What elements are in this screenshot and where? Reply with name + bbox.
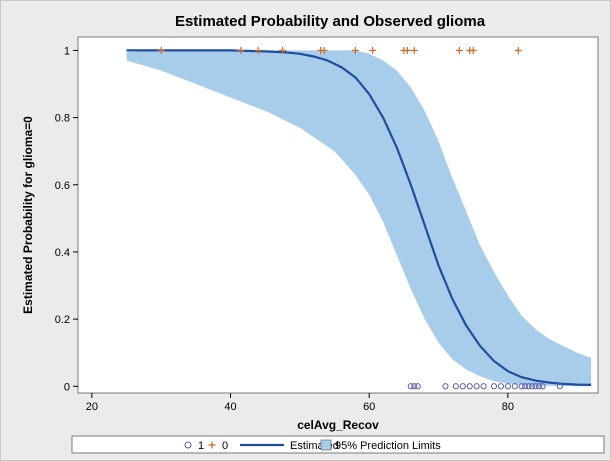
legend-item: 1 <box>184 440 204 452</box>
prediction-band-layer <box>126 50 592 387</box>
observed-point-1 <box>473 383 480 390</box>
chart-title: Estimated Probability and Observed gliom… <box>175 13 486 30</box>
observed-point-0 <box>320 46 328 54</box>
observed-point-0 <box>254 46 262 54</box>
observed-point-0 <box>157 46 165 54</box>
observed-markers-layer <box>157 46 563 390</box>
observed-point-1 <box>480 383 487 390</box>
observed-point-1 <box>529 383 536 390</box>
y-tick-label: 0.2 <box>55 314 70 326</box>
x-axis-label: celAvg_Recov <box>297 418 379 432</box>
observed-point-1 <box>535 383 543 390</box>
observed-point-0 <box>469 46 477 54</box>
observed-point-0 <box>279 46 287 54</box>
estimated-line-layer <box>126 49 592 386</box>
observed-point-0 <box>403 46 411 54</box>
observed-point-1 <box>522 383 529 390</box>
y-tick-label: 0.4 <box>55 247 70 259</box>
observed-point-1 <box>525 383 532 390</box>
observed-point-1 <box>466 383 473 390</box>
x-tick-label: 80 <box>502 401 514 413</box>
observed-point-1 <box>504 383 511 390</box>
legend-label: 1 <box>198 440 204 452</box>
observed-point-1 <box>442 383 449 390</box>
estimated-line <box>126 49 592 386</box>
observed-point-1 <box>414 383 421 390</box>
axes-layer: 20 40 60 80 0 0.2 0.4 0.6 0.8 1 <box>55 45 514 413</box>
observed-point-0 <box>410 46 418 54</box>
x-tick-label: 60 <box>363 401 375 413</box>
y-tick-label: 0.6 <box>55 180 70 192</box>
x-tick-label: 40 <box>224 401 236 413</box>
observed-point-1 <box>407 383 414 390</box>
y-tick-label: 0.8 <box>55 113 70 125</box>
observed-point-1 <box>459 383 466 390</box>
prediction-band <box>126 50 592 387</box>
legend-box <box>71 435 605 454</box>
legend-item: 0 <box>208 440 228 452</box>
y-axis-label: Estimated Probability for glioma=0 <box>21 116 35 314</box>
legend-label: Estimated <box>290 440 339 452</box>
observed-point-0 <box>237 46 245 54</box>
observed-point-1 <box>411 383 418 390</box>
observed-point-1 <box>518 383 525 390</box>
legend-item: 95% Prediction Limits <box>320 439 441 452</box>
observed-point-1 <box>452 383 459 390</box>
observed-point-1 <box>532 383 539 390</box>
observed-point-1 <box>556 383 563 390</box>
observed-point-1 <box>490 383 498 390</box>
observed-point-1 <box>539 383 546 390</box>
legend-label: 95% Prediction Limits <box>335 440 441 452</box>
x-tick-label: 20 <box>86 401 98 413</box>
y-tick-label: 0 <box>64 381 70 393</box>
observed-point-0 <box>514 46 522 54</box>
observed-point-0 <box>351 46 359 54</box>
legend-band-swatch <box>320 439 332 451</box>
observed-point-1 <box>511 383 518 390</box>
observed-point-0 <box>455 46 463 54</box>
observed-point-0 <box>369 46 377 54</box>
observed-point-1 <box>497 383 505 390</box>
legend-label: 0 <box>222 440 228 452</box>
y-tick-label: 1 <box>64 45 70 57</box>
legend-circle-marker <box>184 441 192 449</box>
